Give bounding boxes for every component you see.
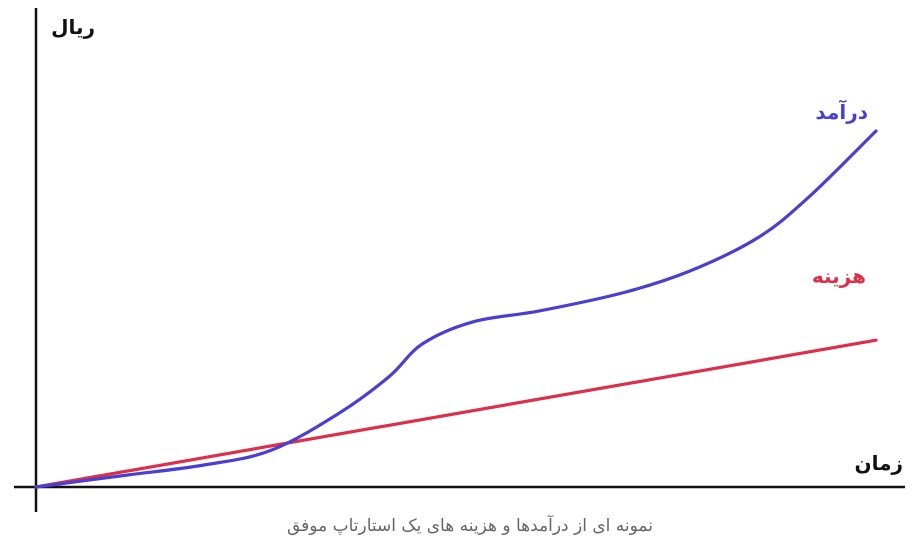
series-line-cost xyxy=(34,338,878,489)
x-axis-label: زمان xyxy=(855,451,903,475)
axes xyxy=(14,8,905,512)
chart-caption: نمونه ای از درآمدها و هزینه های یک استار… xyxy=(287,514,653,536)
series-line-revenue xyxy=(34,129,878,489)
series-layer xyxy=(34,129,878,489)
y-axis-label: ریال xyxy=(51,15,95,39)
series-label-revenue: درآمد xyxy=(815,99,868,124)
series-label-cost: هزینه xyxy=(812,264,866,288)
